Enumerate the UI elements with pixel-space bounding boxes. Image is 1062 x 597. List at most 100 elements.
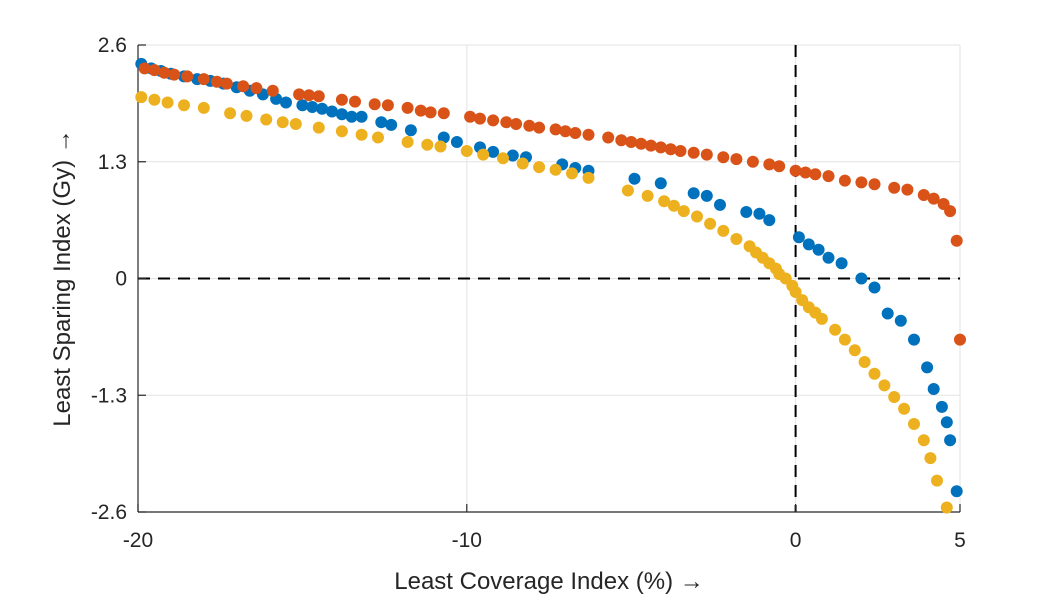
data-point: [138, 62, 151, 75]
data-point: [635, 137, 648, 150]
data-point: [654, 177, 667, 190]
data-point: [500, 116, 513, 129]
data-point: [161, 96, 174, 109]
data-point: [421, 138, 434, 151]
data-point: [838, 174, 851, 187]
data-point: [878, 379, 891, 392]
data-point: [924, 452, 937, 465]
data-point: [303, 89, 315, 102]
data-point: [954, 333, 966, 346]
data-point: [312, 90, 325, 103]
data-point: [944, 205, 957, 218]
data-points: [135, 57, 966, 514]
data-point: [898, 402, 911, 415]
data-point: [789, 164, 802, 177]
series-2: [138, 62, 966, 346]
data-point: [355, 110, 368, 123]
data-point: [312, 121, 325, 134]
data-point: [345, 110, 358, 123]
data-point: [602, 131, 615, 144]
data-point: [917, 434, 930, 447]
data-point: [316, 102, 329, 115]
data-point: [404, 124, 417, 137]
data-point: [822, 251, 835, 264]
data-point: [908, 333, 920, 346]
data-point: [306, 101, 319, 113]
data-point: [894, 314, 907, 327]
data-point: [148, 93, 161, 106]
data-point: [822, 170, 835, 183]
data-point: [549, 163, 562, 176]
data-point: [516, 157, 529, 170]
data-point: [437, 107, 450, 120]
data-point: [717, 151, 730, 164]
data-point: [664, 143, 677, 156]
data-point: [293, 88, 306, 101]
reference-lines: [138, 45, 960, 512]
data-point: [730, 233, 743, 245]
data-point: [641, 189, 654, 202]
data-point: [868, 178, 881, 191]
data-point: [240, 109, 253, 122]
data-point: [835, 257, 848, 270]
data-point: [687, 187, 700, 200]
data-point: [135, 91, 148, 104]
data-point: [838, 333, 851, 346]
y-tick-label: -1.3: [91, 384, 127, 407]
data-point: [148, 64, 161, 77]
data-point: [487, 114, 500, 127]
data-point: [717, 224, 730, 237]
data-point: [799, 166, 812, 179]
x-axis-label: Least Coverage Index (%) →: [394, 568, 703, 595]
data-point: [276, 116, 289, 129]
data-point: [168, 68, 181, 81]
data-point: [658, 195, 671, 208]
data-point: [789, 286, 802, 298]
data-point: [549, 123, 562, 136]
data-point: [375, 116, 388, 129]
data-point: [582, 128, 595, 141]
y-tick-label: 0: [115, 268, 127, 291]
data-point: [335, 93, 348, 106]
data-point: [559, 125, 572, 138]
data-point: [917, 189, 930, 201]
data-point: [523, 119, 536, 132]
data-point: [178, 99, 190, 112]
data-point: [950, 234, 963, 247]
data-point: [773, 160, 786, 173]
data-point: [674, 145, 687, 157]
data-point: [621, 184, 634, 197]
data-point: [224, 107, 237, 120]
data-point: [569, 127, 582, 139]
y-tick-label: 2.6: [98, 34, 127, 57]
data-point: [326, 105, 338, 118]
data-point: [677, 205, 690, 218]
y-tick-label: -2.6: [91, 501, 127, 524]
data-point: [628, 172, 641, 185]
data-point: [815, 312, 828, 325]
series-3: [135, 91, 953, 514]
data-point: [714, 198, 726, 211]
data-point: [848, 344, 861, 357]
data-point: [888, 391, 901, 403]
data-point: [566, 167, 578, 180]
data-point: [464, 110, 477, 123]
data-point: [927, 192, 940, 205]
data-point: [753, 207, 766, 220]
data-point: [868, 367, 881, 380]
axes-frame: [137, 44, 961, 513]
data-point: [582, 171, 595, 184]
data-point: [197, 73, 210, 86]
data-point: [250, 82, 263, 95]
data-point: [434, 140, 447, 153]
data-point: [533, 121, 546, 134]
data-point: [289, 118, 302, 130]
data-point: [625, 136, 638, 148]
data-point: [881, 307, 894, 320]
y-tick-label: 1.3: [98, 151, 127, 174]
data-point: [950, 485, 963, 498]
data-point: [381, 99, 394, 112]
x-tick-label: -10: [452, 529, 482, 552]
tick-labels: -20 -10 0 5 2.6 1.3 0 -1.3 -2.6: [91, 34, 966, 552]
data-point: [497, 152, 509, 165]
